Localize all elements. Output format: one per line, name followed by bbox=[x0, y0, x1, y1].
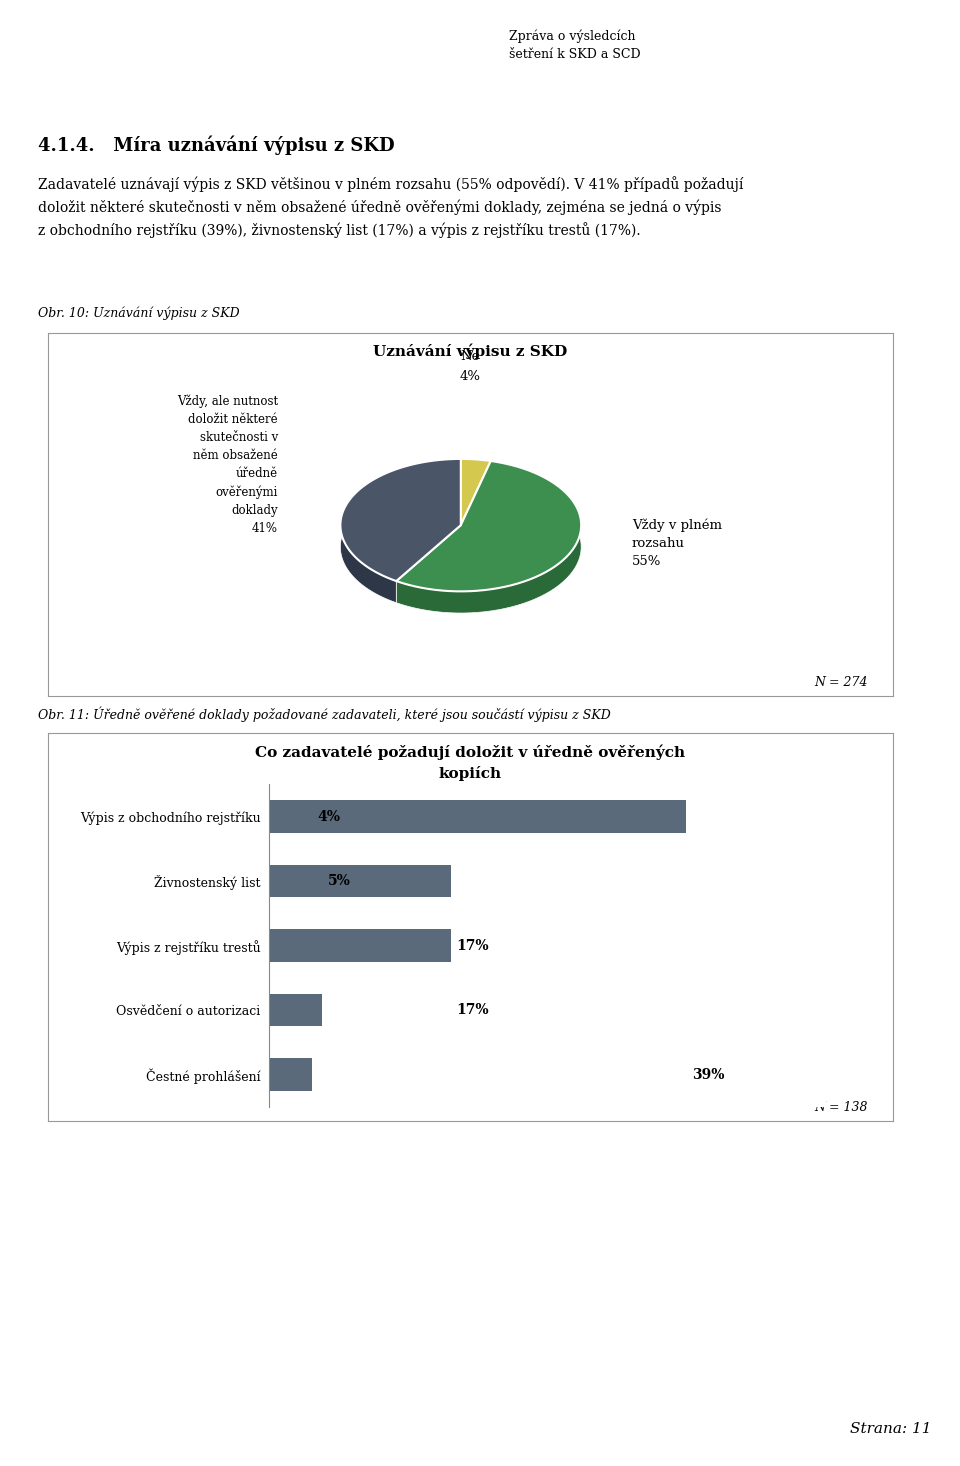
Bar bbox=[269, 865, 451, 897]
Text: N = 138: N = 138 bbox=[814, 1101, 868, 1114]
Bar bbox=[269, 994, 323, 1026]
Text: 4%: 4% bbox=[317, 809, 340, 824]
Polygon shape bbox=[461, 459, 491, 525]
Text: 4%: 4% bbox=[460, 369, 481, 383]
Text: Zadavatelé uznávají výpis z SKD většinou v plném rozsahu (55% odpovědí). V 41% p: Zadavatelé uznávají výpis z SKD většinou… bbox=[38, 176, 744, 239]
Text: 17%: 17% bbox=[456, 938, 489, 953]
Text: 4.1.4.   Míra uznávání výpisu z SKD: 4.1.4. Míra uznávání výpisu z SKD bbox=[38, 135, 395, 155]
Polygon shape bbox=[396, 460, 581, 591]
Text: Strana: 11: Strana: 11 bbox=[850, 1422, 931, 1437]
Bar bbox=[269, 929, 451, 962]
Text: 5%: 5% bbox=[327, 874, 350, 888]
Text: Zpráva o výsledcích
šetření k SKD a SCD: Zpráva o výsledcích šetření k SKD a SCD bbox=[509, 29, 640, 60]
Text: Co zadavatelé požadují doložit v úředně ověřených
kopiích: Co zadavatelé požadují doložit v úředně … bbox=[255, 745, 685, 781]
Text: Vždy, ale nutnost
doložit některé
skutečnosti v
něm obsažené
úředně
ověřenými
do: Vždy, ale nutnost doložit některé skuteč… bbox=[177, 394, 277, 535]
Text: Vždy v plném
rozsahu
55%: Vždy v plném rozsahu 55% bbox=[632, 519, 722, 567]
Polygon shape bbox=[341, 459, 461, 603]
Polygon shape bbox=[341, 459, 461, 581]
Text: 17%: 17% bbox=[456, 1003, 489, 1017]
Text: Obr. 10: Uznávání výpisu z SKD: Obr. 10: Uznávání výpisu z SKD bbox=[38, 306, 240, 321]
Bar bbox=[269, 800, 686, 833]
Text: N = 274: N = 274 bbox=[814, 676, 868, 689]
Text: Ne: Ne bbox=[461, 349, 480, 362]
Polygon shape bbox=[461, 459, 491, 482]
Text: Obr. 11: Úředně ověřené doklady požadované zadavateli, které jsou součástí výpis: Obr. 11: Úředně ověřené doklady požadova… bbox=[38, 707, 612, 721]
Bar bbox=[269, 1058, 312, 1091]
Text: 39%: 39% bbox=[692, 1067, 724, 1082]
Text: Uznávání výpisu z SKD: Uznávání výpisu z SKD bbox=[373, 343, 567, 359]
Polygon shape bbox=[396, 460, 581, 613]
